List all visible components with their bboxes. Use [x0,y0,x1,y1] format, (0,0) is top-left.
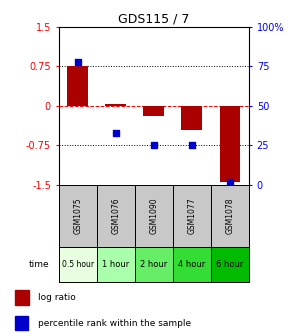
Point [228,179,232,184]
Bar [135,185,173,247]
Text: GSM1077: GSM1077 [188,198,196,234]
Bar [173,247,211,282]
Bar [143,106,164,116]
Point [190,142,194,148]
Bar [97,185,135,247]
Bar [211,185,249,247]
Text: log ratio: log ratio [38,293,75,302]
Bar [67,66,88,106]
Bar [181,106,202,129]
Bar [211,247,249,282]
Bar [15,316,28,330]
Text: 2 hour: 2 hour [140,260,168,269]
Text: time: time [28,260,49,269]
Point [151,142,156,148]
Text: GSM1078: GSM1078 [226,198,234,234]
Point [75,59,80,64]
Text: percentile rank within the sample: percentile rank within the sample [38,319,191,328]
Text: 1 hour: 1 hour [102,260,130,269]
Bar [135,247,173,282]
Bar [59,185,97,247]
Bar [219,106,241,182]
Text: GSM1076: GSM1076 [111,198,120,234]
Bar [59,247,97,282]
Text: GSM1075: GSM1075 [73,198,82,234]
Bar [97,247,135,282]
Text: 4 hour: 4 hour [178,260,206,269]
Bar [15,290,29,305]
Text: 6 hour: 6 hour [216,260,244,269]
Text: 0.5 hour: 0.5 hour [62,260,94,269]
Point [113,130,118,135]
Bar [105,104,126,106]
Bar [173,185,211,247]
Title: GDS115 / 7: GDS115 / 7 [118,13,190,26]
Text: GSM1090: GSM1090 [149,198,158,234]
